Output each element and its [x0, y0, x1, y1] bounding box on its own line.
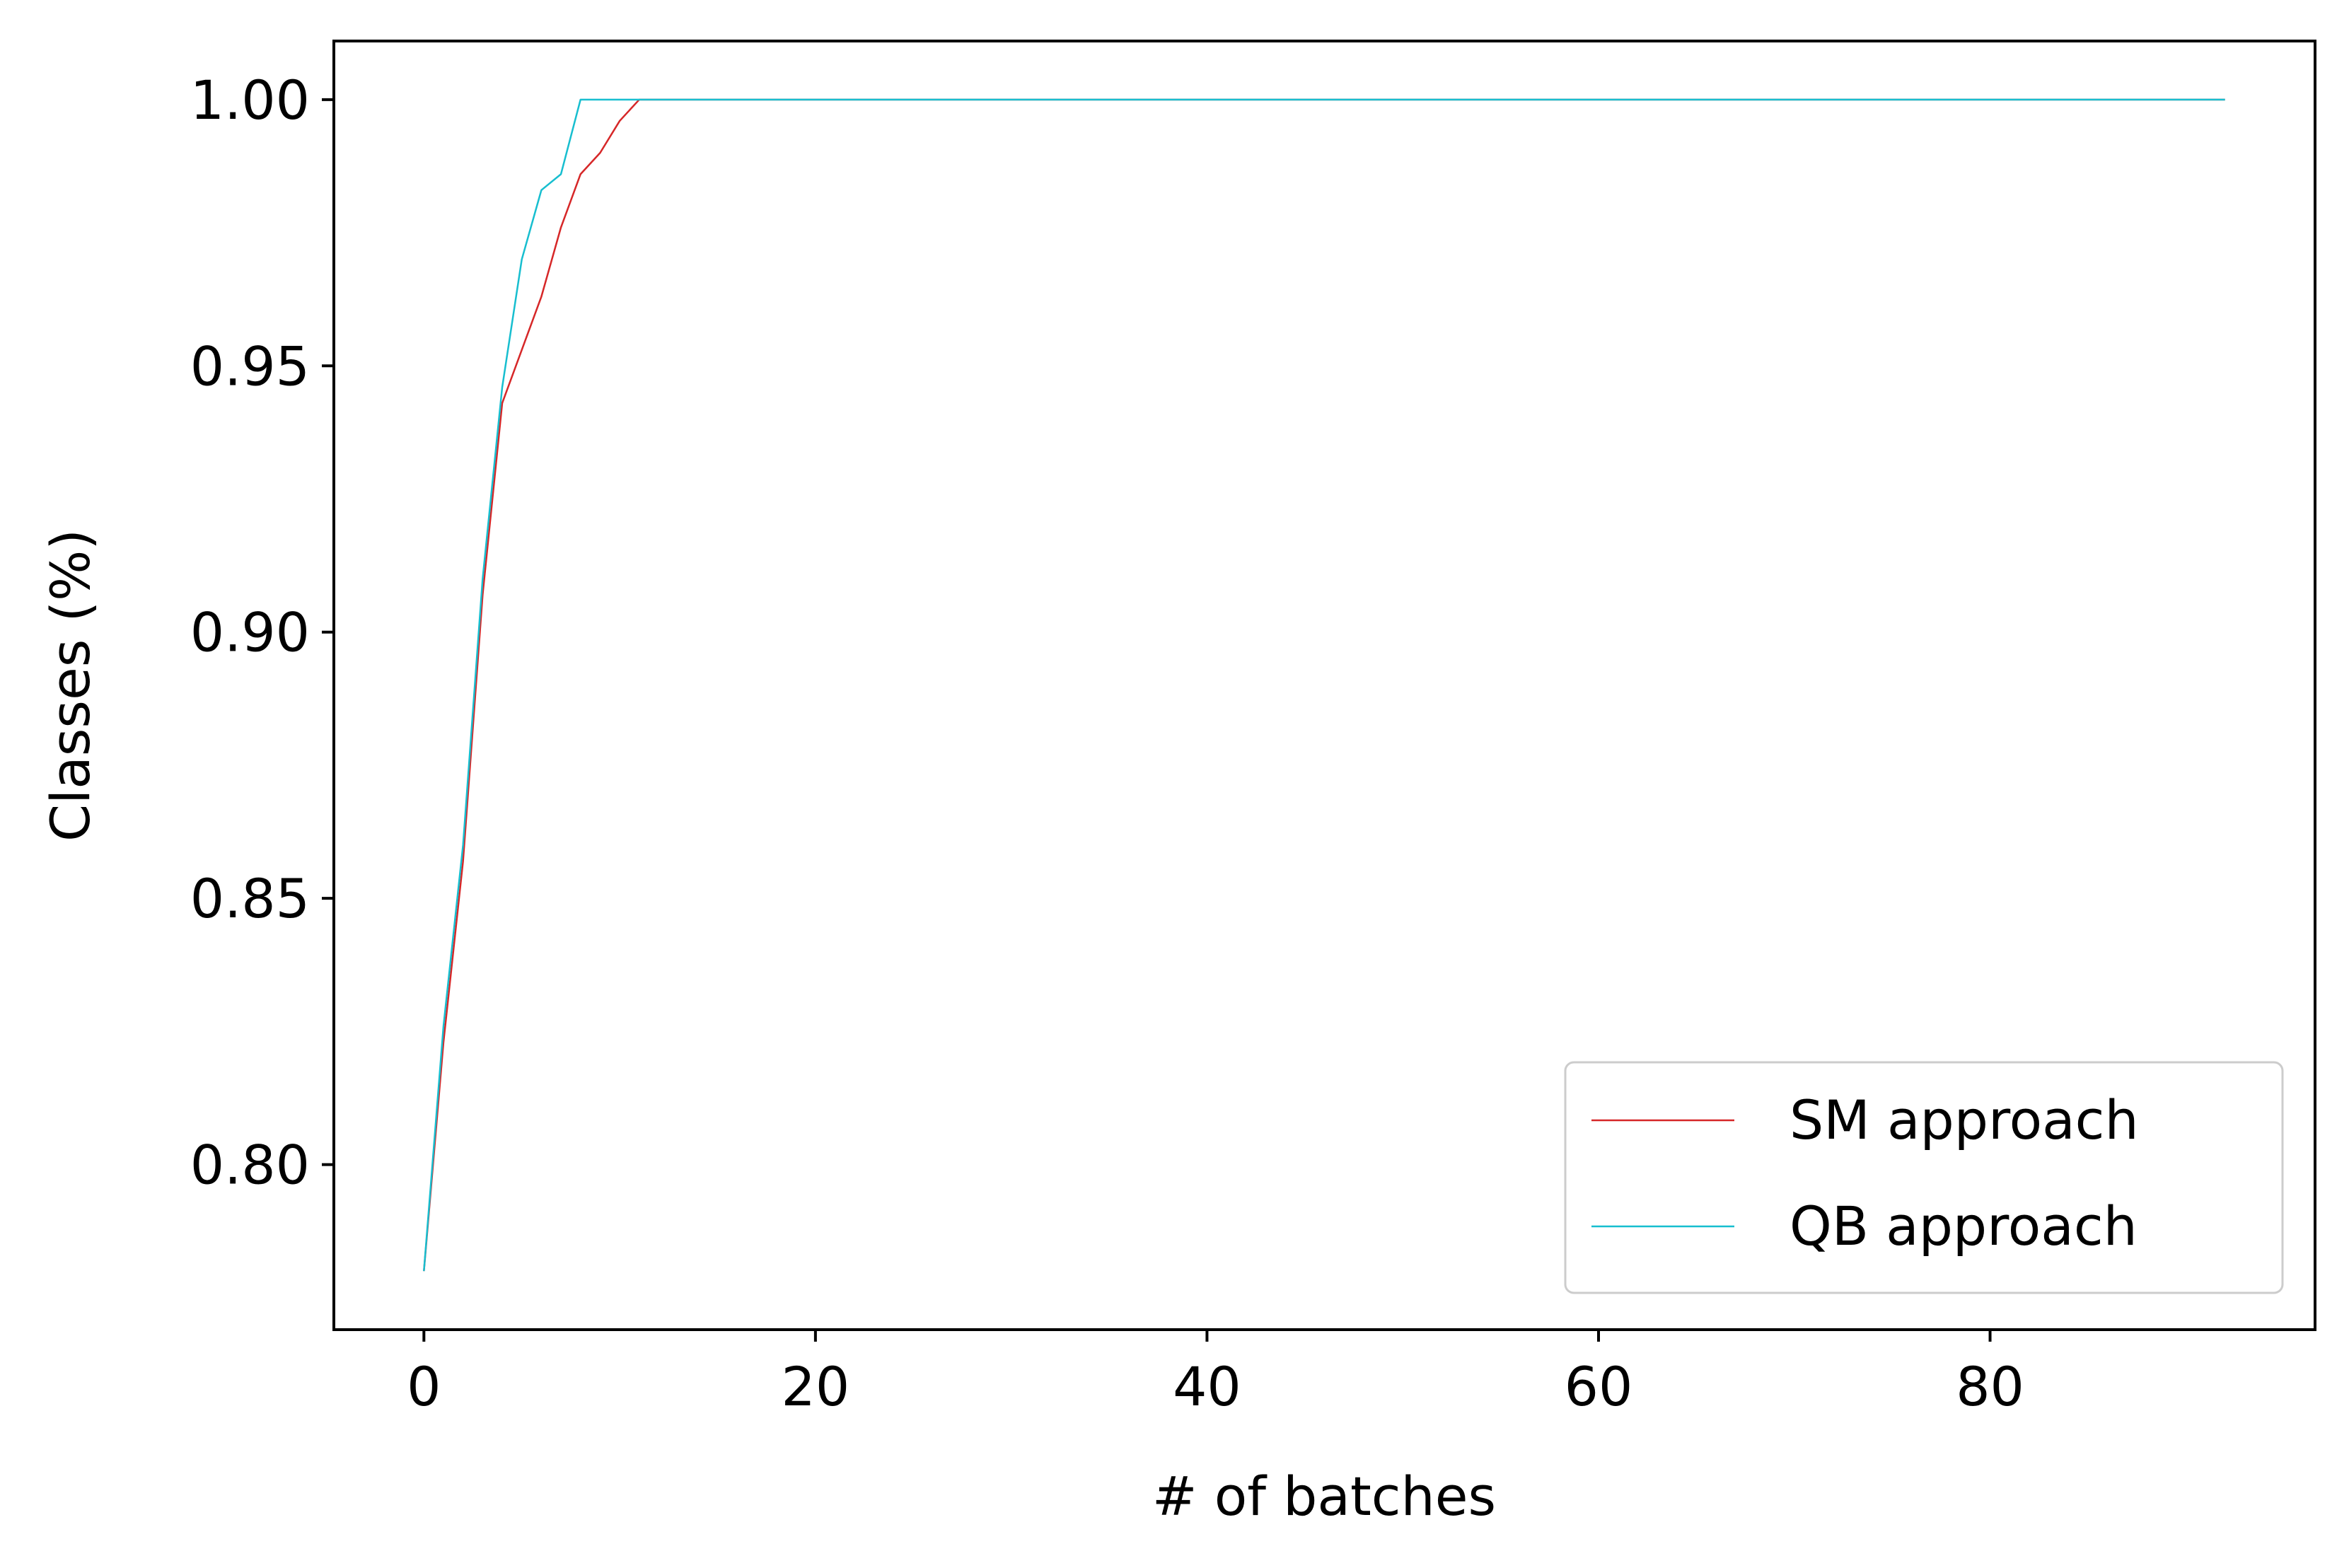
x-tick-label: 40	[1173, 1355, 1241, 1418]
legend: SM approach QB approach	[1564, 1061, 2284, 1294]
y-tick-label: 0.85	[190, 867, 310, 930]
legend-label-sm-approach: SM approach	[1790, 1088, 2139, 1151]
x-tick-label: 20	[782, 1355, 850, 1418]
x-axis-label: # of batches	[1152, 1465, 1496, 1528]
x-tick-label: 0	[407, 1355, 441, 1418]
series-line-qb-approach	[423, 98, 2225, 1272]
y-axis-ticks: 0.80 0.85 0.90 0.95 1.00	[190, 69, 334, 1197]
y-tick-label: 0.80	[190, 1134, 310, 1197]
y-tick-label: 0.95	[190, 335, 310, 397]
y-tick-label: 0.90	[190, 601, 310, 664]
y-axis-label: Classes (%)	[39, 529, 102, 842]
plot-frame	[332, 40, 2316, 1331]
series-line-sm-approach	[423, 98, 2225, 1272]
legend-box	[1564, 1061, 2284, 1294]
y-tick-label: 1.00	[190, 69, 310, 132]
x-tick-label: 60	[1565, 1355, 1633, 1418]
x-tick-label: 80	[1956, 1355, 2024, 1418]
x-axis-ticks: 0 20 40 60 80	[407, 1330, 2024, 1418]
legend-label-qb-approach: QB approach	[1790, 1195, 2138, 1258]
series-layer	[423, 98, 2225, 1272]
